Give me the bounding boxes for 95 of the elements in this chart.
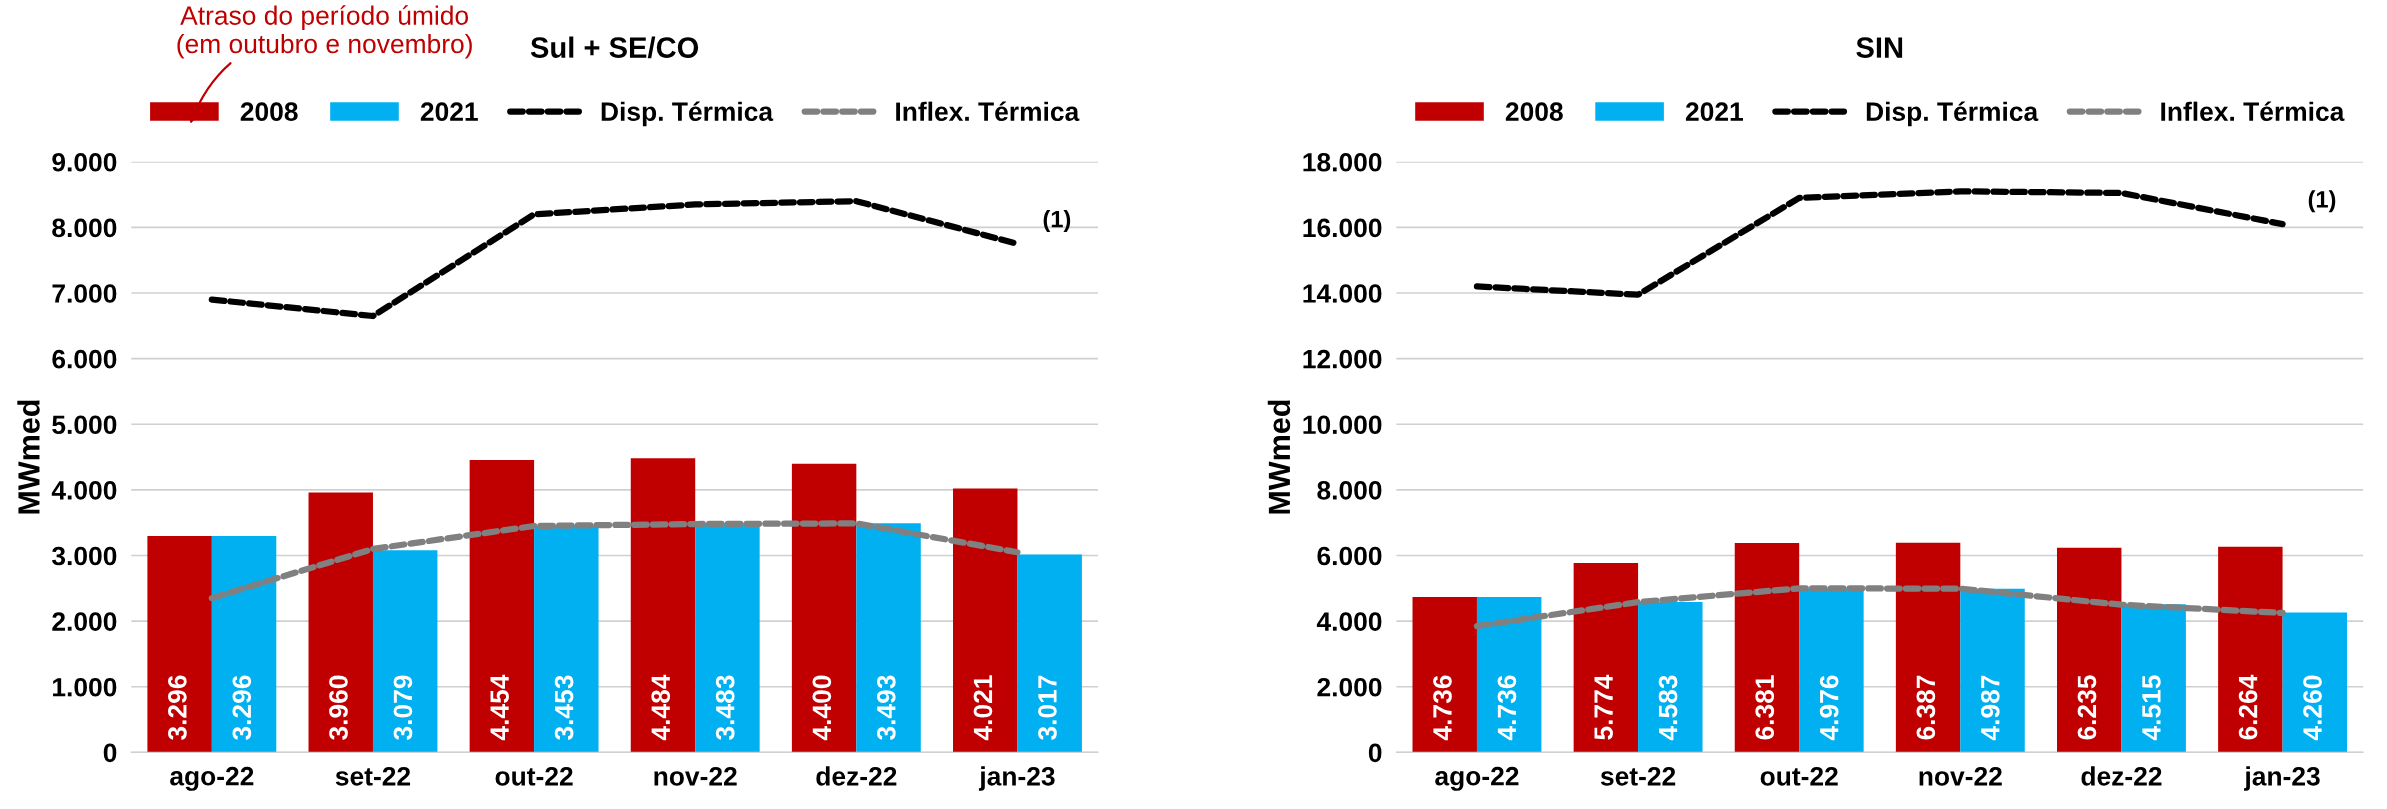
y-tick-label: 7.000 [52, 284, 117, 303]
x-tick-label: out-22 [495, 766, 573, 786]
x-tick-label: nov-22 [654, 766, 737, 786]
data-label: 4.976 [1819, 675, 1839, 741]
x-tick-label: jan-23 [2244, 766, 2320, 791]
data-label: 4.454 [490, 674, 509, 741]
bar [630, 458, 696, 753]
x-tick-label: ago-22 [1435, 766, 1519, 791]
bar [469, 460, 535, 753]
data-label: 3.296 [232, 675, 252, 740]
bar [1476, 596, 1542, 753]
y-tick-label: 4.000 [51, 481, 117, 500]
y-tick-label: 2.000 [52, 612, 117, 631]
y-tick-label: 14.000 [1303, 284, 1382, 303]
bar [1638, 602, 1703, 753]
data-label: 4.400 [812, 675, 832, 741]
bar [953, 488, 1018, 753]
data-label: 4.515 [2142, 675, 2161, 741]
bar [534, 525, 599, 753]
bar [2121, 604, 2186, 753]
bar [1017, 554, 1082, 753]
bar [147, 536, 212, 753]
y-tick-label: 8.000 [1317, 481, 1382, 500]
data-label: 6.381 [1755, 675, 1775, 740]
bar [1412, 596, 1477, 753]
x-tick-label: out-22 [1760, 766, 1838, 786]
x-tick-label: dez-22 [2081, 766, 2162, 786]
bar [2282, 612, 2348, 753]
data-label: 3.079 [393, 675, 413, 740]
bar [2218, 546, 2283, 753]
y-tick-label: 0 [1368, 743, 1382, 763]
legend-label: Inflex. Térmica [2161, 101, 2345, 122]
y-tick-label: 12.000 [1303, 349, 1382, 369]
bar [791, 463, 857, 753]
data-label: 3.483 [715, 675, 735, 740]
data-label: 4.260 [2303, 675, 2322, 741]
bar [856, 523, 921, 753]
bar [1573, 562, 1639, 753]
x-tick-label: set-22 [335, 766, 411, 786]
x-tick-label: set-22 [1600, 766, 1676, 786]
y-tick-label: 1.000 [53, 677, 117, 697]
legend-label: Inflex. Térmica [896, 101, 1080, 122]
legend-label: 2008 [240, 102, 298, 122]
text: Atraso do período úmido (em outubro e novembro) [177, 5, 472, 59]
bar [2057, 547, 2122, 753]
bar [1895, 542, 1961, 753]
y-tick-label: 2.000 [1317, 677, 1382, 697]
data-label: 3.493 [876, 675, 896, 740]
data-label: 5.774 [1594, 674, 1613, 740]
data-label: 4.484 [651, 674, 671, 741]
data-label: 6.387 [1916, 675, 1936, 740]
y-tick-label: 5.000 [52, 415, 117, 435]
data-label: 3.017 [1038, 675, 1057, 740]
y-axis-title: MWmed [17, 400, 40, 514]
y-tick-label: 10.000 [1303, 415, 1382, 435]
data-label: 4.987 [1980, 675, 2000, 741]
data-label: 6.235 [2077, 675, 2097, 740]
bar [372, 550, 438, 753]
y-tick-label: 3.000 [51, 546, 117, 566]
y-axis-title: MWmed [1267, 400, 1291, 514]
data-label: 6.264 [2238, 674, 2258, 740]
legend-label: 2021 [1685, 102, 1743, 122]
y-tick-label: 8.000 [52, 218, 117, 238]
y-tick-label: 6.000 [1317, 546, 1382, 566]
bar [1799, 589, 1864, 753]
bar [308, 492, 373, 753]
y-tick-label: 6.000 [52, 349, 117, 369]
legend-label: Disp. Térmica [1866, 101, 2039, 127]
x-tick-label: nov-22 [1919, 766, 2002, 786]
legend-label: Disp. Térmica [601, 101, 774, 127]
legend-label: 2008 [1505, 102, 1563, 122]
data-label: 3.453 [554, 675, 574, 740]
y-tick-label: 18.000 [1303, 152, 1382, 172]
data-label: 4.736 [1497, 675, 1517, 741]
data-label: 3.296 [168, 675, 187, 740]
y-tick-label: 4.000 [1316, 612, 1382, 631]
data-label: 3.960 [329, 675, 348, 740]
bar [1734, 543, 1800, 753]
x-tick-label: ago-22 [170, 766, 254, 791]
chart-title: Sul + SE/CO [530, 36, 699, 59]
bar [211, 536, 277, 753]
data-label: 4.021 [973, 675, 993, 741]
annotation: (1) [2308, 190, 2336, 213]
y-tick-label: 9.000 [52, 152, 117, 172]
x-tick-label: dez-22 [816, 766, 897, 786]
chart-title: SIN [1856, 37, 1903, 58]
data-label: 4.736 [1433, 675, 1452, 741]
y-tick-label: 0 [103, 743, 117, 763]
bar [1960, 588, 2025, 753]
bar [695, 523, 760, 753]
data-label: 4.583 [1658, 675, 1678, 741]
y-tick-label: 16.000 [1303, 218, 1382, 238]
annotation: (1) [1043, 210, 1071, 233]
legend-label: 2021 [420, 102, 478, 122]
x-tick-label: jan-23 [978, 766, 1055, 791]
